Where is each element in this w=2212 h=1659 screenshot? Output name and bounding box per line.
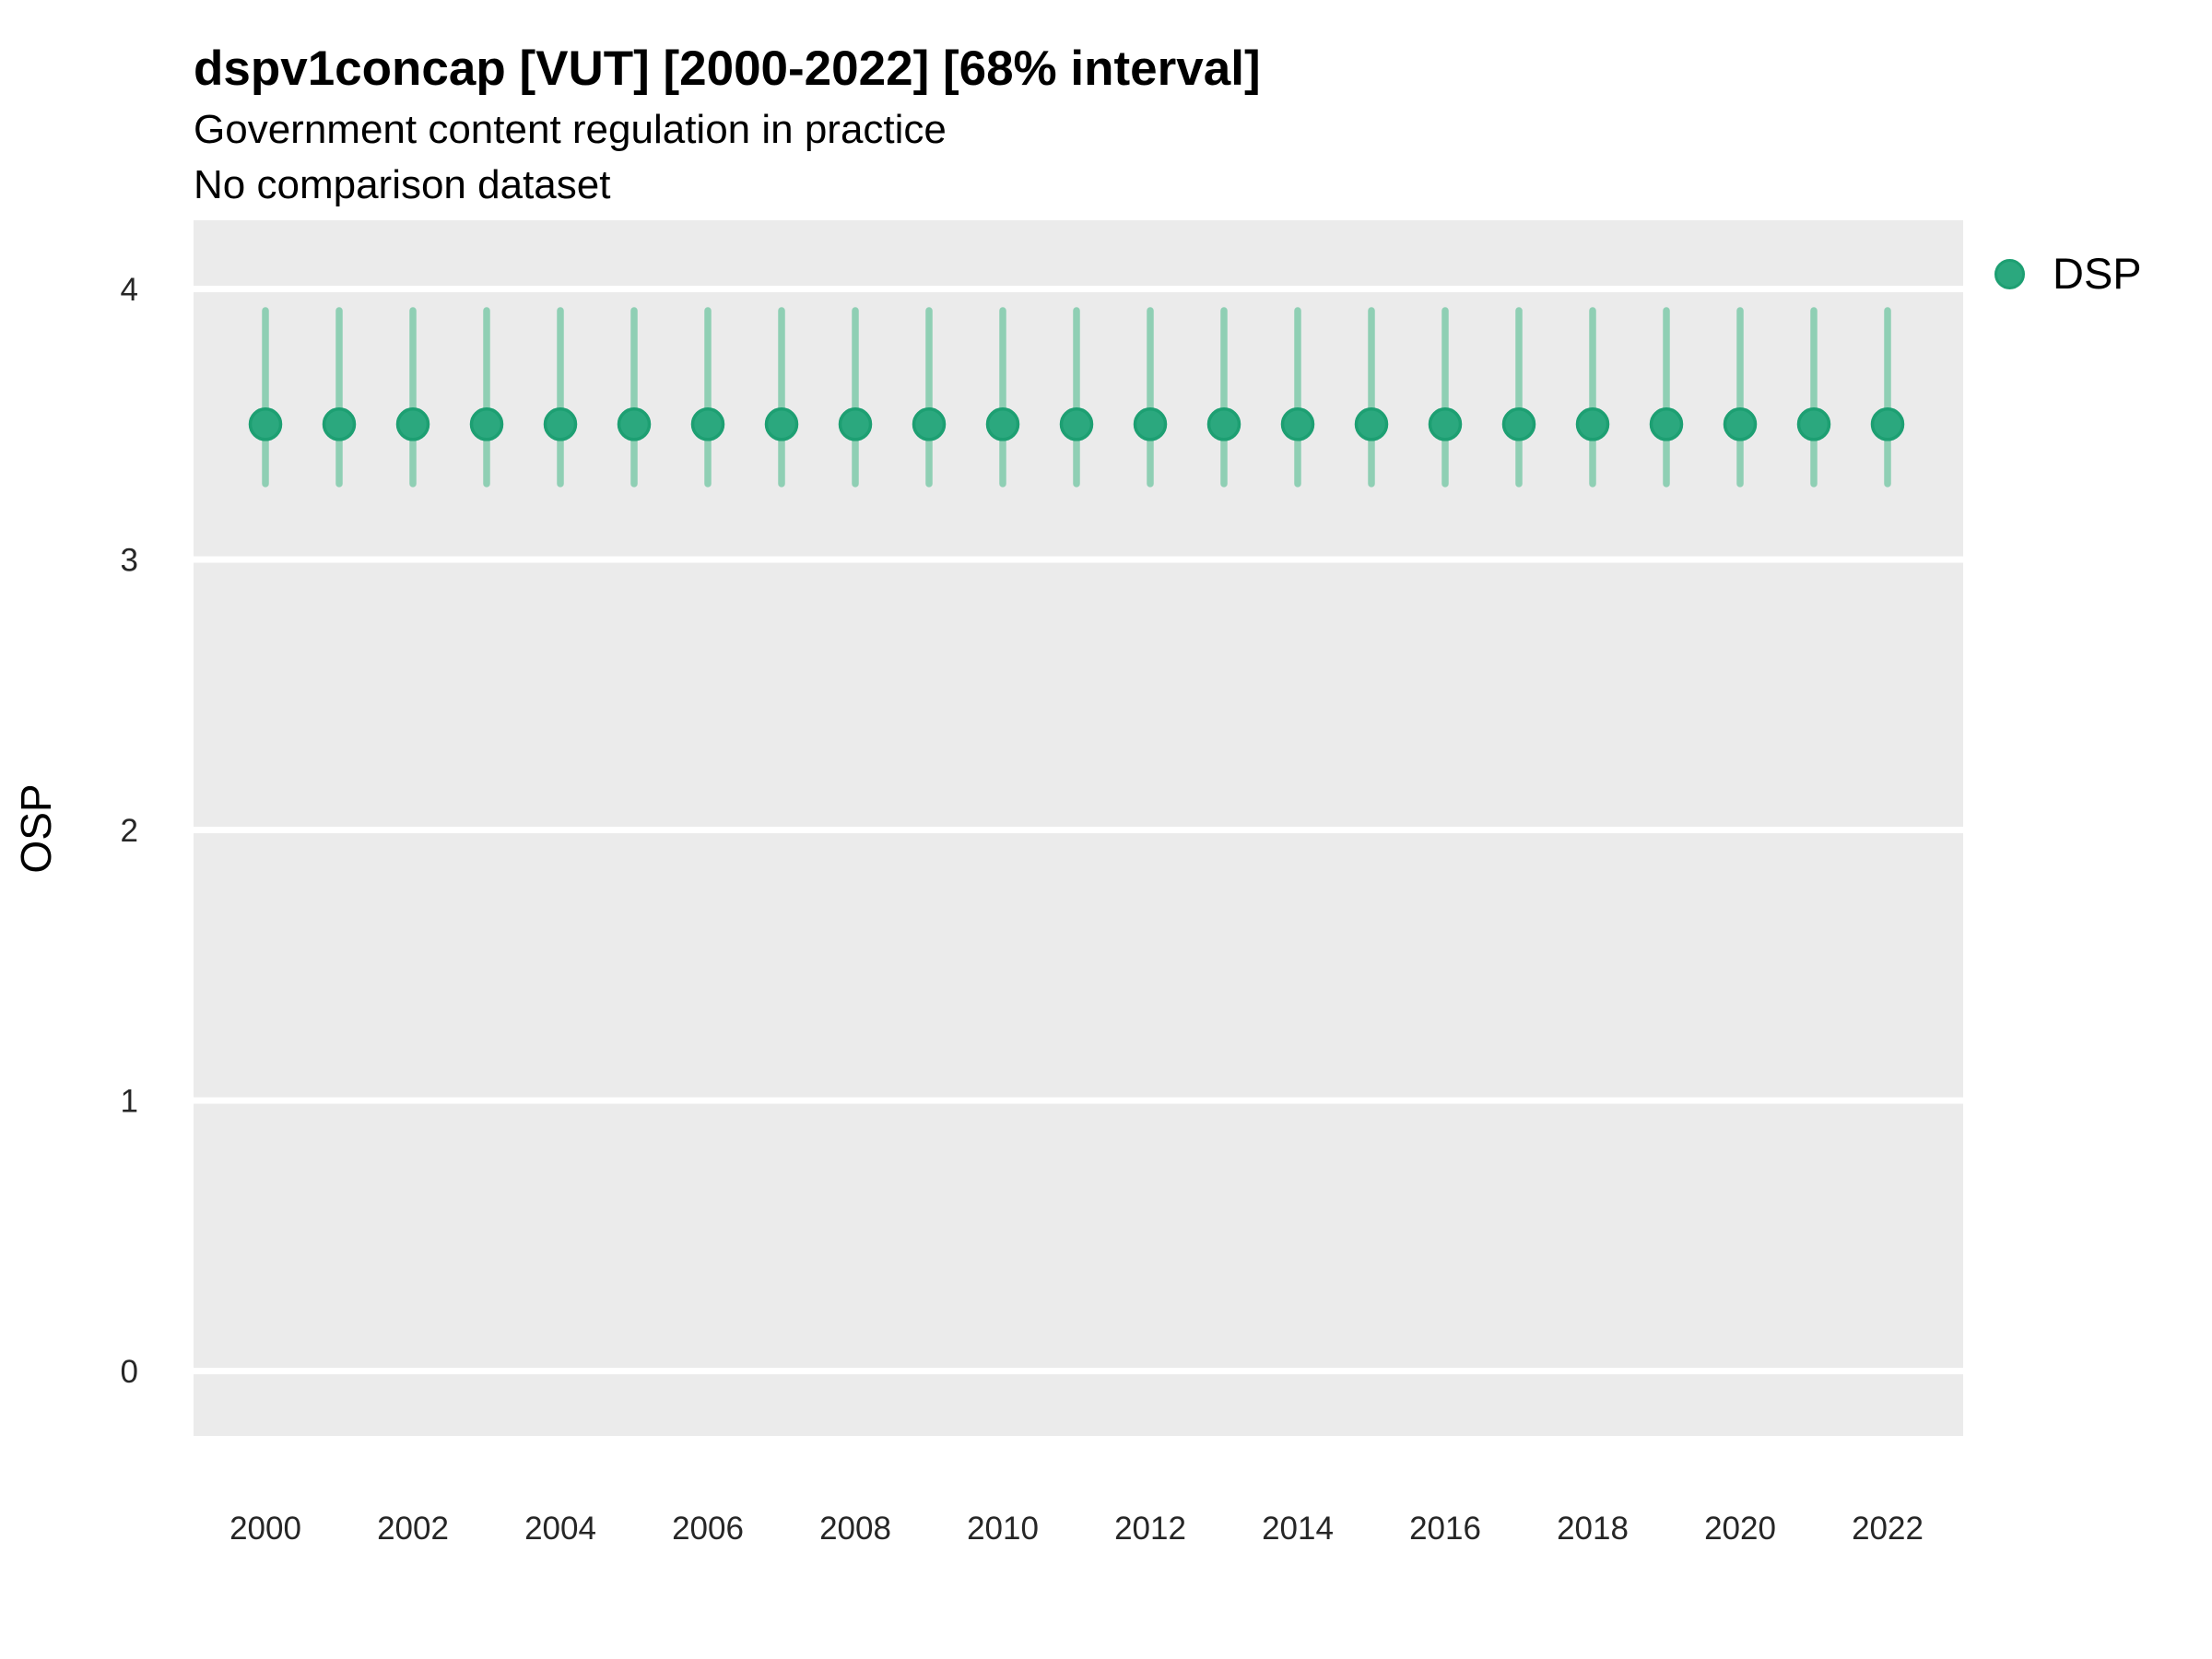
point-2012	[1133, 407, 1168, 441]
point-2018	[1575, 407, 1610, 441]
gridline-y-1	[194, 1097, 1963, 1104]
y-tick-label-4: 4	[121, 272, 138, 308]
y-tick-label-0: 0	[121, 1354, 138, 1390]
x-tick-label-2022: 2022	[1852, 1511, 1924, 1547]
x-tick-label-2004: 2004	[524, 1511, 596, 1547]
y-tick-label-1: 1	[121, 1084, 138, 1120]
gridline-y-0	[194, 1368, 1963, 1375]
point-2015	[1354, 407, 1389, 441]
x-tick-label-2016: 2016	[1409, 1511, 1481, 1547]
point-2007	[764, 407, 799, 441]
x-tick-label-2008: 2008	[819, 1511, 891, 1547]
x-tick-label-2012: 2012	[1114, 1511, 1186, 1547]
x-tick-label-2014: 2014	[1262, 1511, 1334, 1547]
legend-label-dsp: DSP	[2053, 249, 2142, 298]
point-2006	[690, 407, 725, 441]
x-tick-label-2010: 2010	[967, 1511, 1039, 1547]
gridline-y-3	[194, 556, 1963, 563]
legend-marker-dsp-icon	[1994, 259, 2025, 289]
point-2008	[838, 407, 873, 441]
chart-title: dspv1concap [VUT] [2000-2022] [68% inter…	[194, 41, 1261, 96]
point-2014	[1280, 407, 1315, 441]
point-2004	[543, 407, 578, 441]
point-2019	[1649, 407, 1684, 441]
y-axis-title: OSP	[12, 783, 60, 873]
x-tick-label-2006: 2006	[672, 1511, 744, 1547]
gridline-y-2	[194, 827, 1963, 834]
point-2016	[1428, 407, 1463, 441]
point-2022	[1870, 407, 1905, 441]
point-2021	[1796, 407, 1831, 441]
chart-subtitle-indicator: Government content regulation in practic…	[194, 107, 947, 152]
point-2013	[1206, 407, 1241, 441]
point-2009	[912, 407, 947, 441]
y-tick-label-3: 3	[121, 543, 138, 579]
x-tick-label-2000: 2000	[229, 1511, 301, 1547]
point-2011	[1059, 407, 1094, 441]
point-2010	[985, 407, 1020, 441]
point-2002	[395, 407, 430, 441]
x-tick-label-2018: 2018	[1557, 1511, 1629, 1547]
point-2001	[322, 407, 357, 441]
chart-subtitle-comparison: No comparison dataset	[194, 162, 611, 207]
point-2003	[469, 407, 504, 441]
x-tick-label-2020: 2020	[1704, 1511, 1776, 1547]
y-tick-label-2: 2	[121, 813, 138, 849]
point-2017	[1501, 407, 1536, 441]
point-2020	[1723, 407, 1758, 441]
point-2000	[248, 407, 283, 441]
x-tick-label-2002: 2002	[377, 1511, 449, 1547]
gridline-y-4	[194, 286, 1963, 293]
point-2005	[617, 407, 652, 441]
